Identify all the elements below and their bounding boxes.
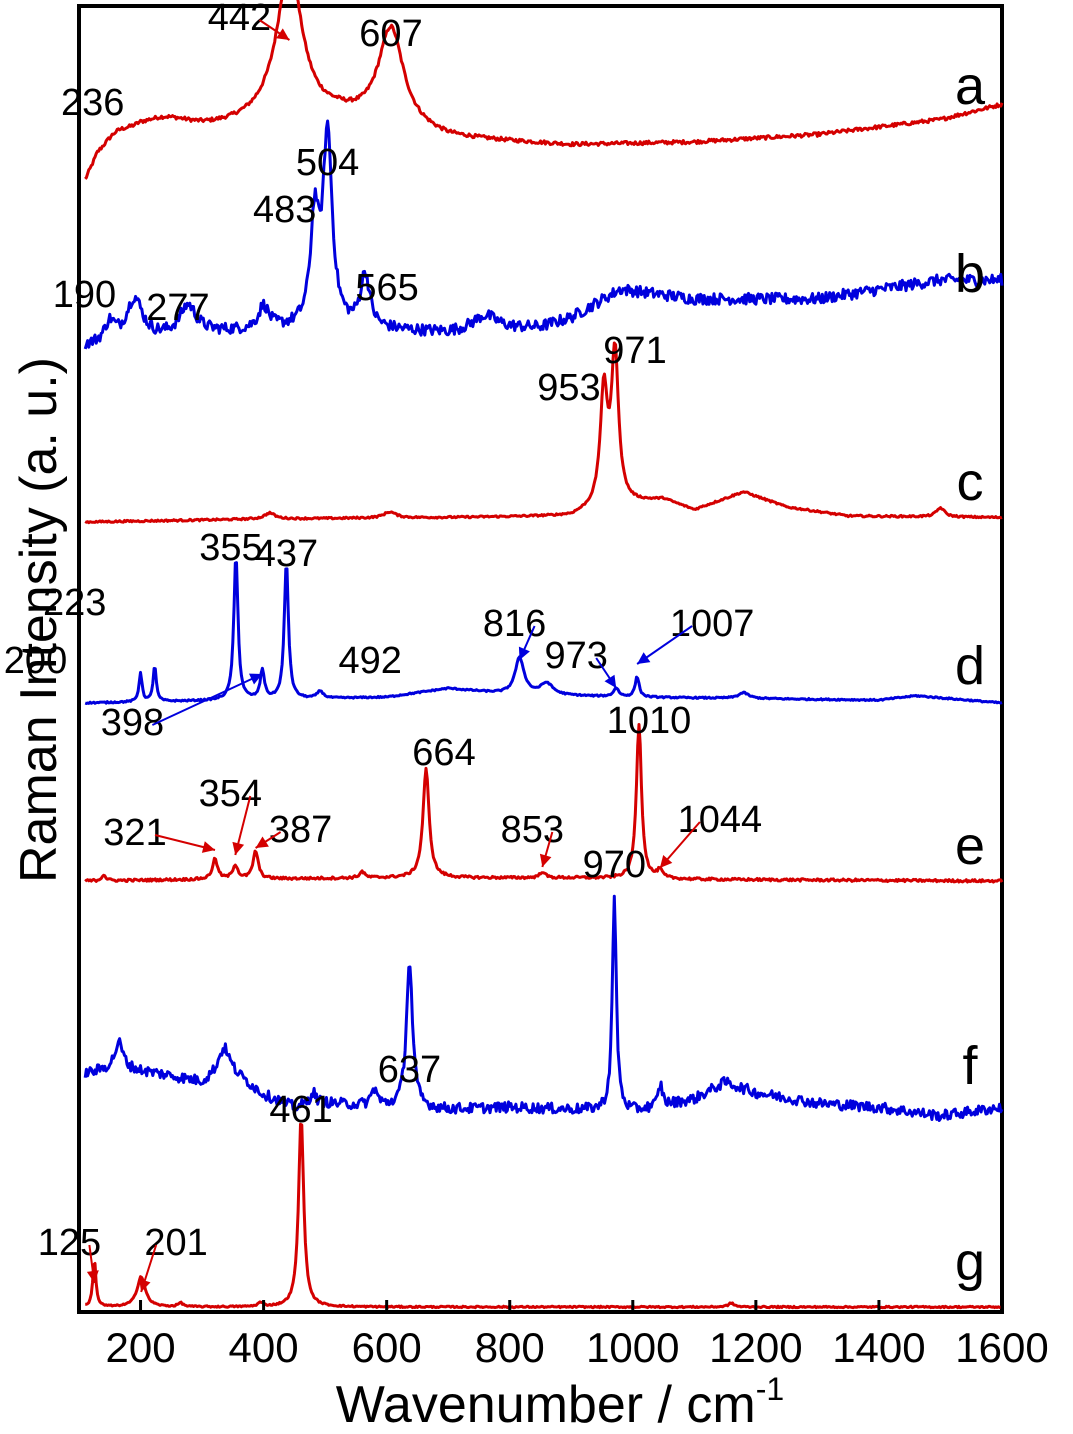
x-tick-label: 800 [475, 1324, 545, 1371]
peak-label-c-953: 953 [537, 367, 600, 409]
x-tick-label: 400 [229, 1324, 299, 1371]
series-c [84, 341, 1003, 525]
series-e [84, 723, 1004, 884]
peak-arrowhead-e-354 [232, 841, 245, 855]
x-axis-label: Wavenumber / cm-1 [336, 1371, 784, 1434]
peak-arrowhead-e-321 [201, 841, 215, 853]
series-b-letter: b [955, 244, 985, 304]
peak-label-d-1007: 1007 [670, 603, 755, 645]
series-g-line [84, 1122, 1003, 1310]
series-f [83, 894, 1004, 1122]
peak-label-a-607: 607 [359, 13, 422, 55]
series-c-letter: c [957, 452, 984, 512]
peak-label-f-970: 970 [583, 844, 646, 886]
series-a [84, 0, 1004, 180]
y-axis-label: Raman Intensity (a. u.) [10, 357, 68, 883]
series-a-letter: a [955, 56, 986, 116]
x-tick-label: 200 [105, 1324, 175, 1371]
series-d [84, 561, 1003, 705]
peak-arrowhead-e-853 [539, 853, 552, 867]
peak-label-d-437: 437 [255, 533, 318, 575]
series-g [84, 1122, 1003, 1310]
peak-label-d-355: 355 [199, 527, 262, 569]
peak-arrowhead-e-1044 [659, 855, 673, 868]
peak-label-b-190: 190 [53, 274, 116, 316]
series-b [83, 119, 1004, 350]
peak-arrowhead-g-201 [139, 1278, 151, 1292]
series-g-letter: g [955, 1232, 985, 1292]
peak-label-d-200: 200 [4, 640, 67, 682]
peak-label-c-971: 971 [603, 330, 666, 372]
peak-label-e-664: 664 [412, 732, 475, 774]
peak-label-g-461: 461 [269, 1089, 332, 1131]
peak-label-b-277: 277 [146, 287, 209, 329]
peak-label-d-223: 223 [43, 582, 106, 624]
peak-label-e-387: 387 [269, 809, 332, 851]
peak-label-d-816: 816 [483, 603, 546, 645]
series-e-line [84, 723, 1004, 884]
peak-arrow-d-398 [151, 673, 263, 726]
peak-label-b-504: 504 [296, 142, 359, 184]
peak-label-f-637: 637 [378, 1049, 441, 1091]
peak-arrowhead-d-398 [249, 673, 263, 685]
plot-frame [77, 4, 1004, 1314]
peak-arrowhead-d-973 [604, 674, 617, 688]
series-f-letter: f [962, 1036, 978, 1096]
x-axis-label-superscript: -1 [756, 1371, 784, 1407]
peak-label-e-321: 321 [103, 812, 166, 854]
x-tick-label: 1000 [586, 1324, 679, 1371]
peak-arrowhead-d-1007 [637, 652, 651, 664]
peak-label-b-483: 483 [253, 189, 316, 231]
series-layer [83, 0, 1004, 1310]
peak-arrowhead-a-442 [276, 28, 290, 40]
peak-label-d-492: 492 [338, 640, 401, 682]
peak-label-e-354: 354 [199, 773, 262, 815]
peak-label-a-236: 236 [61, 82, 124, 124]
series-d-letter: d [955, 636, 985, 696]
peak-label-b-565: 565 [355, 267, 418, 309]
x-tick-label: 600 [352, 1324, 422, 1371]
series-d-line [84, 561, 1003, 705]
x-tick-label: 1600 [955, 1324, 1048, 1371]
x-tick-label: 1200 [709, 1324, 802, 1371]
series-e-letter: e [955, 816, 985, 876]
peak-label-e-1044: 1044 [678, 799, 763, 841]
series-b-line [83, 119, 1004, 350]
peak-label-a-442: 442 [208, 0, 271, 39]
peak-arrowhead-d-816 [518, 646, 530, 660]
peak-arrowhead-e-387 [255, 836, 269, 848]
series-c-line [84, 341, 1003, 525]
x-axis-ticks: 200 400 600 800 1000 1200 1400 1600 [105, 1300, 1049, 1371]
x-axis-label-text: Wavenumber / cm [336, 1376, 756, 1434]
peak-arrowhead-g-125 [86, 1270, 99, 1283]
peak-label-e-853: 853 [501, 809, 564, 851]
peak-label-d-973: 973 [544, 635, 607, 677]
peak-label-e-1010: 1010 [607, 700, 692, 742]
x-tick-label: 1400 [832, 1324, 925, 1371]
peak-label-d-398: 398 [101, 702, 164, 744]
series-f-line [83, 894, 1004, 1122]
peak-label-g-201: 201 [144, 1222, 207, 1264]
series-a-line [84, 0, 1004, 180]
